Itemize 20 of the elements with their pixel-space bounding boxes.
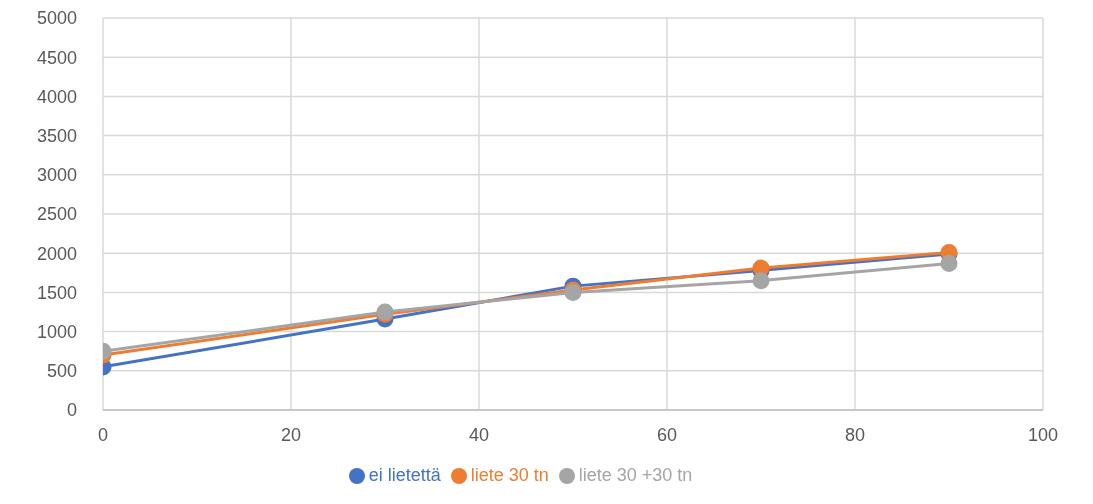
y-tick-label: 1000 (36, 321, 77, 342)
y-tick-label: 4000 (36, 86, 77, 107)
x-tick-label: 0 (97, 424, 109, 445)
y-tick-label: 0 (66, 400, 77, 421)
x-tick-label: 60 (656, 424, 678, 445)
y-tick-label: 2000 (36, 243, 77, 264)
x-tick-label: 20 (280, 424, 302, 445)
y-tick-label: 500 (46, 361, 77, 382)
y-tick-label: 4500 (36, 47, 77, 68)
x-tick-label: 40 (468, 424, 490, 445)
y-tick-label: 5000 (36, 8, 77, 29)
legend-label: liete 30 +30 tn (578, 465, 693, 485)
legend-label: liete 30 tn (470, 465, 549, 485)
legend-label: ei lietettä (368, 465, 441, 485)
x-tick-label: 100 (1027, 424, 1059, 445)
y-tick-label: 3500 (36, 125, 77, 146)
y-tick-label: 1500 (36, 282, 77, 303)
y-tick-label: 2500 (36, 204, 77, 225)
y-tick-label: 3000 (36, 165, 77, 186)
x-tick-label: 80 (844, 424, 866, 445)
